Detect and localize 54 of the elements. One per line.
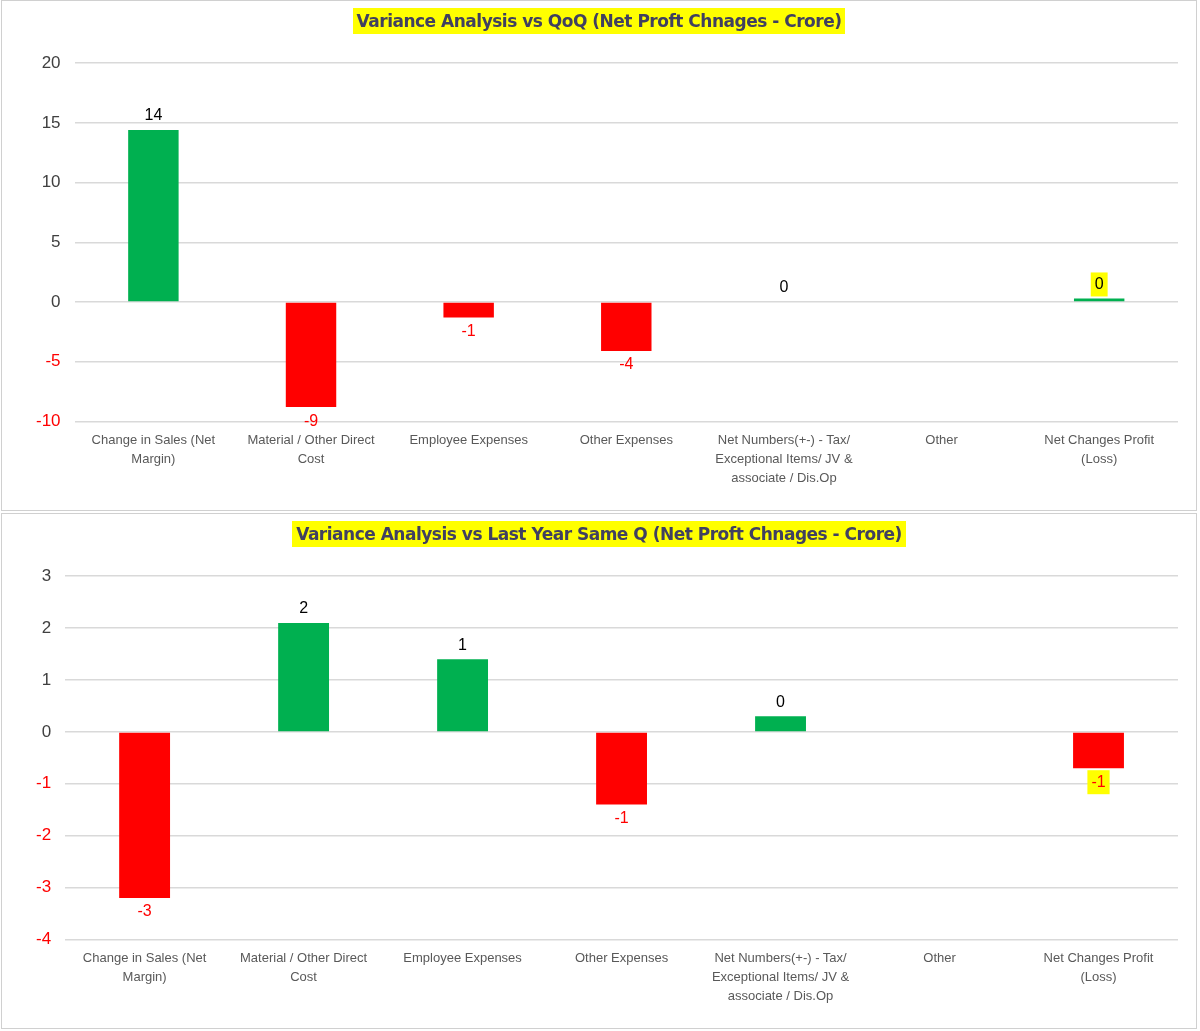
bar [1073, 298, 1125, 302]
bar [128, 130, 179, 302]
bar [596, 732, 647, 805]
data-label: 2 [299, 599, 309, 617]
data-label: 14 [144, 106, 163, 124]
data-label: -4 [619, 355, 634, 373]
chart-title: Variance Analysis vs QoQ (Net Proft Chnages - Crore) [352, 8, 846, 34]
data-label: -1 [1091, 772, 1106, 790]
y-tick-label: 3 [41, 565, 52, 585]
bar [285, 302, 337, 408]
bar [278, 622, 330, 732]
x-tick-label: Net Numbers(+-) - Tax/ Exceptional Items/ JV & associate / Dis.Op [715, 432, 853, 486]
x-tick-label: Material / Other Direct Cost [240, 950, 368, 985]
x-tick-label: Other [923, 950, 957, 966]
data-label: 0 [776, 692, 786, 710]
x-tick-label: Employee Expenses [409, 432, 529, 448]
x-tick-label: Change in Sales (Net Margin) [91, 432, 216, 467]
bar [437, 659, 489, 732]
y-tick-label: 2 [41, 617, 52, 637]
x-tick-label: Material / Other Direct Cost [247, 432, 375, 467]
data-label: -9 [303, 411, 319, 429]
x-tick-label: Net Numbers(+-) - Tax/ Exceptional Items/ JV & associate / Dis.Op [711, 950, 850, 1004]
data-label: 0 [779, 278, 789, 296]
chart-title: Variance Analysis vs Last Year Same Q (Net Proft Chnages - Crore) [292, 521, 906, 547]
y-tick-label: -10 [35, 411, 61, 431]
y-tick-label: -5 [45, 351, 61, 371]
y-tick-label: 1 [41, 669, 52, 689]
bar [1073, 732, 1124, 769]
y-tick-label: 0 [41, 721, 52, 741]
x-tick-label: Employee Expenses [403, 950, 523, 966]
data-label: 0 [1094, 274, 1104, 292]
y-tick-label: 10 [41, 172, 61, 192]
bar [443, 302, 494, 318]
y-tick-label: 15 [41, 112, 61, 132]
y-tick-label: -2 [35, 825, 52, 845]
data-label: 1 [458, 635, 468, 653]
y-tick-label: -4 [35, 929, 52, 949]
bar [119, 732, 171, 898]
y-tick-label: 0 [51, 291, 61, 311]
bar [755, 716, 806, 732]
x-tick-label: Other [925, 432, 959, 448]
y-tick-label: -1 [35, 773, 52, 793]
x-tick-label: Net Changes Profit (Loss) [1043, 950, 1154, 985]
x-tick-label: Other Expenses [579, 432, 674, 448]
y-tick-label: 5 [51, 232, 61, 252]
x-tick-label: Other Expenses [574, 950, 669, 966]
data-label: -3 [137, 902, 152, 920]
x-tick-label: Change in Sales (Net Margin) [82, 950, 207, 985]
y-tick-label: 20 [41, 52, 61, 72]
data-label: -1 [614, 808, 629, 826]
x-tick-label: Net Changes Profit (Loss) [1044, 432, 1155, 467]
bar [601, 302, 652, 351]
y-tick-label: -3 [35, 877, 52, 897]
data-label: -1 [461, 321, 476, 339]
